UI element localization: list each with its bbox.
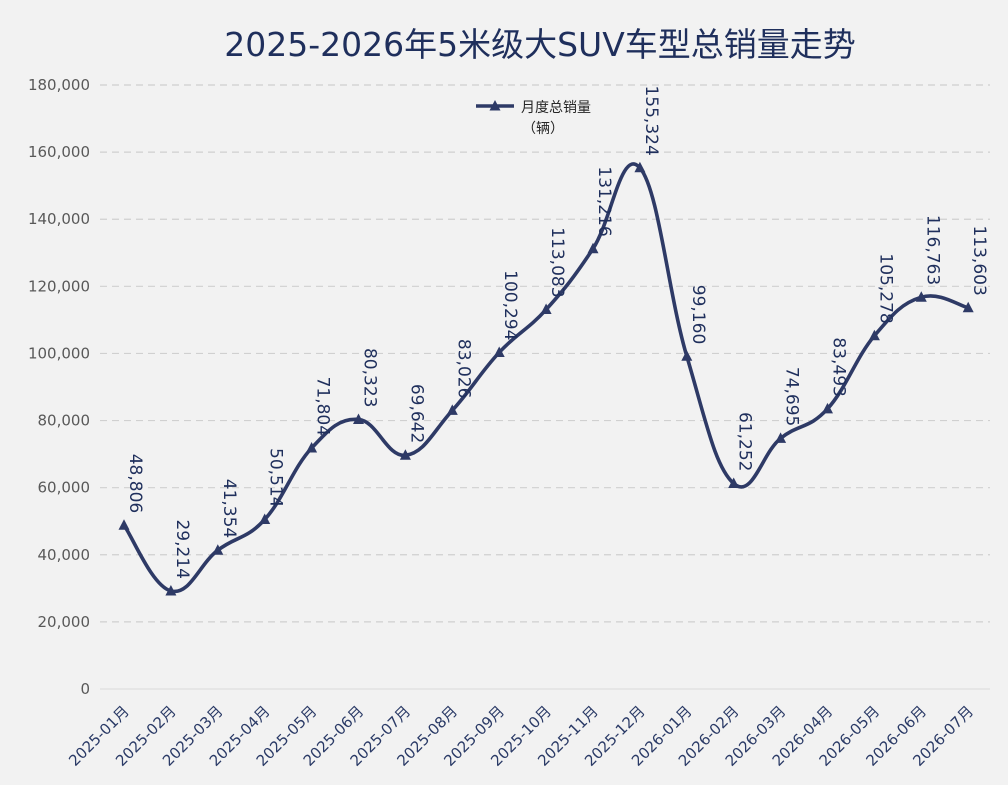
data-point-marker xyxy=(306,442,318,453)
y-tick-label: 180,000 xyxy=(28,76,90,94)
chart-title: 2025-2026年5米级大SUV车型总销量走势 xyxy=(224,25,856,64)
data-label: 80,323 xyxy=(360,348,380,407)
data-label: 71,804 xyxy=(313,377,333,436)
data-point-marker xyxy=(259,513,271,524)
y-tick-label: 120,000 xyxy=(28,277,90,295)
data-point-marker xyxy=(822,402,833,414)
y-tick-label: 80,000 xyxy=(38,412,91,430)
data-label: 113,083 xyxy=(547,227,567,297)
data-point-marker xyxy=(165,584,177,596)
data-point-marker xyxy=(728,477,740,488)
data-point-marker xyxy=(634,161,646,173)
data-point-marker xyxy=(868,329,880,341)
y-tick-label: 160,000 xyxy=(28,143,90,161)
y-tick-label: 0 xyxy=(80,680,90,698)
data-label: 83,493 xyxy=(829,337,849,396)
data-point-marker xyxy=(212,544,224,555)
legend-marker xyxy=(489,100,501,111)
legend-label: 月度总销量 xyxy=(521,100,591,116)
data-label: 155,324 xyxy=(641,85,661,155)
data-point-marker xyxy=(540,303,552,315)
y-tick-label: 60,000 xyxy=(38,479,91,497)
data-point-marker xyxy=(446,404,458,415)
data-point-marker xyxy=(399,449,411,460)
legend-unit: （辆） xyxy=(522,121,564,137)
data-label: 105,278 xyxy=(875,253,895,323)
data-label: 41,354 xyxy=(219,479,239,538)
data-point-marker xyxy=(962,301,974,313)
data-labels: 48,806 29,214 41,354 50,514 71,804 80,323 69,6… xyxy=(125,85,989,578)
y-tick-label: 40,000 xyxy=(38,546,91,564)
data-label: 50,514 xyxy=(266,448,286,507)
data-label: 29,214 xyxy=(172,519,192,578)
data-point-marker xyxy=(775,432,787,443)
gridlines xyxy=(100,84,990,623)
data-label: 116,763 xyxy=(922,215,942,285)
data-markers xyxy=(118,161,974,596)
data-label: 131,216 xyxy=(594,166,614,236)
y-axis-ticks: 0 20,000 40,000 60,000 80,000 100,000 120,000 1… xyxy=(28,76,90,698)
data-point-marker xyxy=(587,242,599,254)
data-point-marker xyxy=(915,291,927,302)
y-tick-label: 20,000 xyxy=(38,613,91,631)
series-line xyxy=(122,162,970,594)
data-label: 99,160 xyxy=(688,285,708,344)
data-point-marker xyxy=(681,350,693,361)
data-label: 113,603 xyxy=(969,225,989,295)
data-label: 74,695 xyxy=(782,367,802,426)
data-label: 100,294 xyxy=(500,270,520,340)
data-point-marker xyxy=(493,346,505,357)
y-tick-label: 100,000 xyxy=(28,344,90,362)
data-point-marker xyxy=(118,519,130,530)
data-label: 48,806 xyxy=(125,454,145,513)
data-label: 69,642 xyxy=(406,384,426,443)
data-label: 83,026 xyxy=(453,339,473,398)
data-point-marker xyxy=(353,413,364,424)
legend: 月度总销量 （辆） xyxy=(476,100,591,137)
y-tick-label: 140,000 xyxy=(28,210,90,228)
data-label: 61,252 xyxy=(735,412,755,471)
x-axis-ticks: 2025-01月2025-02月2025-03月2025-04月2025-05月… xyxy=(65,702,977,770)
